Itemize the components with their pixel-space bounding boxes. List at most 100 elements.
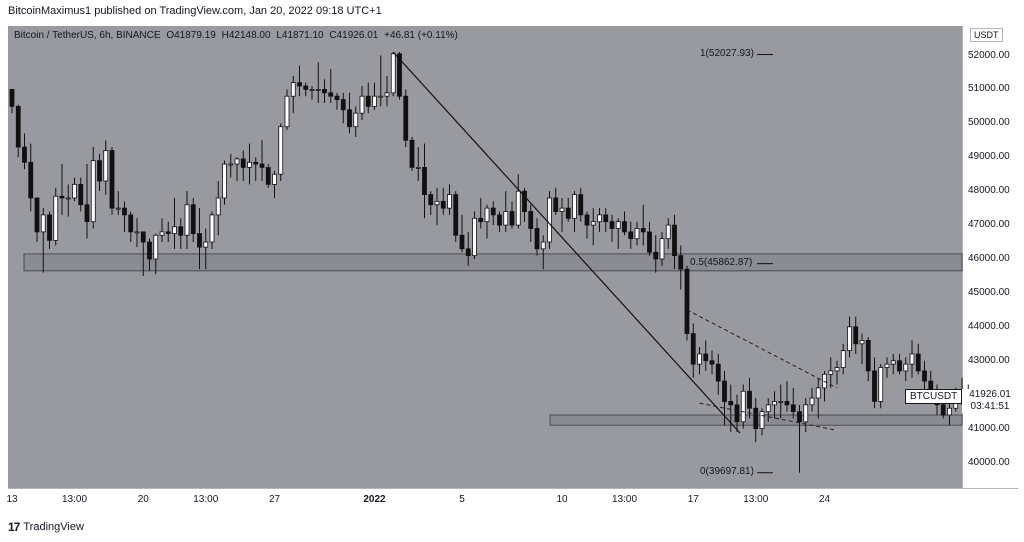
change-value: +46.81 (+0.11%) <box>384 30 458 41</box>
candle-down <box>397 53 402 97</box>
candle-up <box>828 370 834 375</box>
candle-down <box>259 163 265 168</box>
candle-up <box>759 411 765 429</box>
candle-up <box>378 95 384 98</box>
candle-up <box>665 224 671 240</box>
candle-down <box>865 339 871 372</box>
published-header: BitcoinMaximus1 published on TradingView… <box>8 5 382 17</box>
candle-up <box>222 163 227 199</box>
x-tick-label: 27 <box>268 494 281 505</box>
candle-down <box>528 211 534 229</box>
candle-up <box>540 241 546 250</box>
candle-down <box>753 407 759 429</box>
y-tick-label: 44000.00 <box>968 320 1010 332</box>
candle-down <box>22 146 27 163</box>
candle-up <box>659 238 665 260</box>
last-price-tag: 41926.01 03:41:51 <box>962 389 1018 413</box>
candle-down <box>584 214 590 226</box>
candle-down <box>97 160 102 182</box>
candle-up <box>372 95 377 107</box>
candle-down <box>453 194 459 236</box>
time-axis[interactable] <box>8 488 1018 509</box>
x-tick-label: 13:00 <box>743 494 769 505</box>
candle-down <box>403 95 409 141</box>
candle-up <box>859 339 865 345</box>
candle-up <box>884 363 890 368</box>
bar-countdown: 03:41:51 <box>970 401 1010 412</box>
candle-down <box>478 217 484 223</box>
candle-down <box>297 82 302 87</box>
candle-down <box>797 411 802 423</box>
candle-up <box>40 214 46 233</box>
candle-down <box>790 404 796 413</box>
candle-down <box>47 214 52 241</box>
candle-down <box>409 139 415 168</box>
currency-unit-button[interactable]: USDT <box>970 28 1003 42</box>
candle-down <box>722 380 727 402</box>
y-tick-label: 47000.00 <box>968 219 1010 231</box>
x-tick-label: 20 <box>137 494 149 505</box>
candle-down <box>165 231 171 234</box>
y-tick-label: 49000.00 <box>968 151 1010 163</box>
candle-up <box>472 217 477 257</box>
candle-down <box>678 255 684 270</box>
candle-up <box>834 367 840 372</box>
x-tick-label: 2022 <box>363 494 386 505</box>
close-value: C41926.01 <box>329 30 379 41</box>
candle-down <box>490 207 496 216</box>
candle-up <box>415 167 421 169</box>
candle-up <box>134 231 140 234</box>
candle-up <box>284 95 290 128</box>
candle-down <box>265 167 271 185</box>
candle-down <box>365 95 371 107</box>
candle-down <box>15 105 21 148</box>
candle-down <box>684 268 690 335</box>
candle-up <box>547 197 552 243</box>
x-tick-label: 13:00 <box>61 494 88 505</box>
footer-brand[interactable]: 17 TradingView <box>8 520 84 534</box>
candle-up <box>90 160 96 223</box>
candle-down <box>534 228 540 250</box>
y-tick-label: 40000.00 <box>968 456 1010 468</box>
candle-down <box>28 161 34 199</box>
candle-up <box>290 82 296 97</box>
brand-name: TradingView <box>23 521 84 533</box>
candle-down <box>84 204 90 223</box>
open-value: O41879.19 <box>166 30 216 41</box>
trend-line <box>392 51 741 434</box>
candle-down <box>715 363 721 382</box>
candle-down <box>672 224 677 257</box>
candle-up <box>765 404 771 413</box>
candle-down <box>78 183 84 206</box>
candle-up <box>740 390 746 423</box>
candle-down <box>240 158 246 168</box>
candle-down <box>440 200 446 209</box>
candle-down <box>940 404 946 416</box>
candle-up <box>590 221 596 226</box>
candle-up <box>309 89 315 91</box>
candle-down <box>603 214 609 223</box>
candle-up <box>390 53 396 94</box>
candle-down <box>565 207 571 219</box>
candle-down <box>747 390 752 409</box>
candle-up <box>697 353 702 365</box>
fib-level-label: 1(52027.93) <box>700 47 754 59</box>
candle-down <box>784 401 790 406</box>
support-zone <box>23 253 963 272</box>
candle-down <box>578 194 584 216</box>
candle-down <box>897 360 902 372</box>
candle-down <box>653 251 659 260</box>
y-tick-label: 43000.00 <box>968 354 1010 366</box>
candle-down <box>128 214 134 233</box>
candle-up <box>503 211 509 226</box>
candle-down <box>915 353 921 372</box>
candle-down <box>334 95 340 100</box>
candle-up <box>484 207 490 223</box>
candle-up <box>615 221 621 229</box>
candle-down <box>109 150 115 209</box>
x-tick-label: 13:00 <box>611 494 638 505</box>
candle-down <box>253 161 259 165</box>
x-tick-label: 13 <box>6 494 18 505</box>
candle-down <box>609 221 615 229</box>
